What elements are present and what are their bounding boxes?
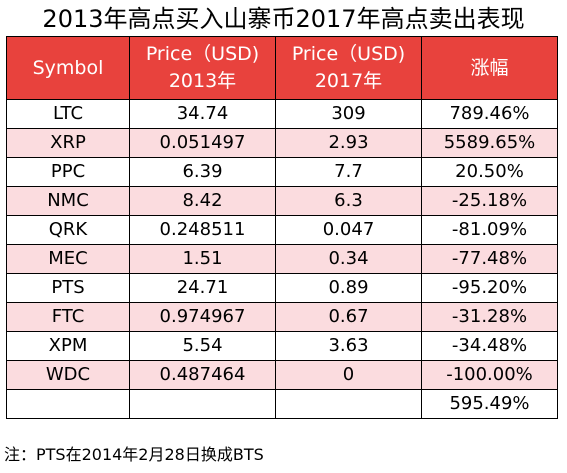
table-row: XRP 0.051497 2.93 5589.65% (6, 128, 558, 158)
cell-symbol: PTS (6, 273, 130, 303)
table-row: MEC 1.51 0.34 -77.48% (6, 244, 558, 274)
cell-price-2013: 0.974967 (129, 302, 276, 332)
table-row: XPM 5.54 3.63 -34.48% (6, 331, 558, 361)
footnote: 注：PTS在2014年2月28日换成BTS (4, 445, 264, 464)
cell-price-2013: 0.487464 (129, 360, 276, 390)
cell-price-2017: 2.93 (275, 128, 422, 158)
cell-change: -81.09% (421, 215, 558, 245)
header-symbol: Symbol (6, 36, 130, 100)
cell-price-2013: 6.39 (129, 157, 276, 187)
table-header-row: Symbol Price（USD) 2013年 Price（USD) 2017年… (6, 36, 558, 100)
header-change-label: 涨幅 (470, 56, 509, 79)
cell-price-2017: 0.89 (275, 273, 422, 303)
table-row: WDC 0.487464 0 -100.00% (6, 360, 558, 390)
cell-change: 5589.65% (421, 128, 558, 158)
cell-price-2017: 0.67 (275, 302, 422, 332)
cell-price-2017: 0 (275, 360, 422, 390)
header-price-2013-year: 2013年 (168, 70, 237, 92)
cell-price-2017: 0.34 (275, 244, 422, 274)
cell-change: 20.50% (421, 157, 558, 187)
cell-symbol: QRK (6, 215, 130, 245)
cell-price-2017: 7.7 (275, 157, 422, 187)
table-row: PPC 6.39 7.7 20.50% (6, 157, 558, 187)
header-price-2013-label: Price（USD) (145, 43, 260, 65)
header-change: 涨幅 (421, 36, 558, 100)
cell-price-2017: 0.047 (275, 215, 422, 245)
table-row: QRK 0.248511 0.047 -81.09% (6, 215, 558, 245)
cell-price-2013: 24.71 (129, 273, 276, 303)
table-row: NMC 8.42 6.3 -25.18% (6, 186, 558, 216)
cell-change: -31.28% (421, 302, 558, 332)
total-price-2017 (275, 389, 422, 419)
price-performance-table: Symbol Price（USD) 2013年 Price（USD) 2017年… (6, 36, 558, 419)
page-title: 2013年高点买入山寨币2017年高点卖出表现 (42, 5, 525, 33)
cell-price-2013: 34.74 (129, 99, 276, 129)
cell-symbol: LTC (6, 99, 130, 129)
cell-price-2013: 1.51 (129, 244, 276, 274)
header-price-2017: Price（USD) 2017年 (275, 36, 422, 100)
header-price-2017-label: Price（USD) (291, 43, 406, 65)
cell-change: -77.48% (421, 244, 558, 274)
cell-change: -34.48% (421, 331, 558, 361)
cell-price-2017: 6.3 (275, 186, 422, 216)
cell-price-2013: 0.248511 (129, 215, 276, 245)
cell-symbol: MEC (6, 244, 130, 274)
table-row: FTC 0.974967 0.67 -31.28% (6, 302, 558, 332)
cell-symbol: FTC (6, 302, 130, 332)
total-row: 595.49% (6, 389, 558, 419)
cell-price-2013: 0.051497 (129, 128, 276, 158)
cell-symbol: XRP (6, 128, 130, 158)
header-symbol-label: Symbol (32, 56, 104, 79)
table-row: LTC 34.74 309 789.46% (6, 99, 558, 129)
cell-change: -25.18% (421, 186, 558, 216)
total-symbol (6, 389, 130, 419)
cell-change: 789.46% (421, 99, 558, 129)
cell-change: -100.00% (421, 360, 558, 390)
total-price-2013 (129, 389, 276, 419)
cell-symbol: WDC (6, 360, 130, 390)
cell-symbol: NMC (6, 186, 130, 216)
cell-price-2013: 5.54 (129, 331, 276, 361)
header-price-2013: Price（USD) 2013年 (129, 36, 276, 100)
header-price-2017-year: 2017年 (314, 70, 383, 92)
cell-change: -95.20% (421, 273, 558, 303)
total-change: 595.49% (421, 389, 558, 419)
cell-symbol: XPM (6, 331, 130, 361)
cell-price-2017: 309 (275, 99, 422, 129)
cell-price-2013: 8.42 (129, 186, 276, 216)
cell-price-2017: 3.63 (275, 331, 422, 361)
table-row: PTS 24.71 0.89 -95.20% (6, 273, 558, 303)
cell-symbol: PPC (6, 157, 130, 187)
